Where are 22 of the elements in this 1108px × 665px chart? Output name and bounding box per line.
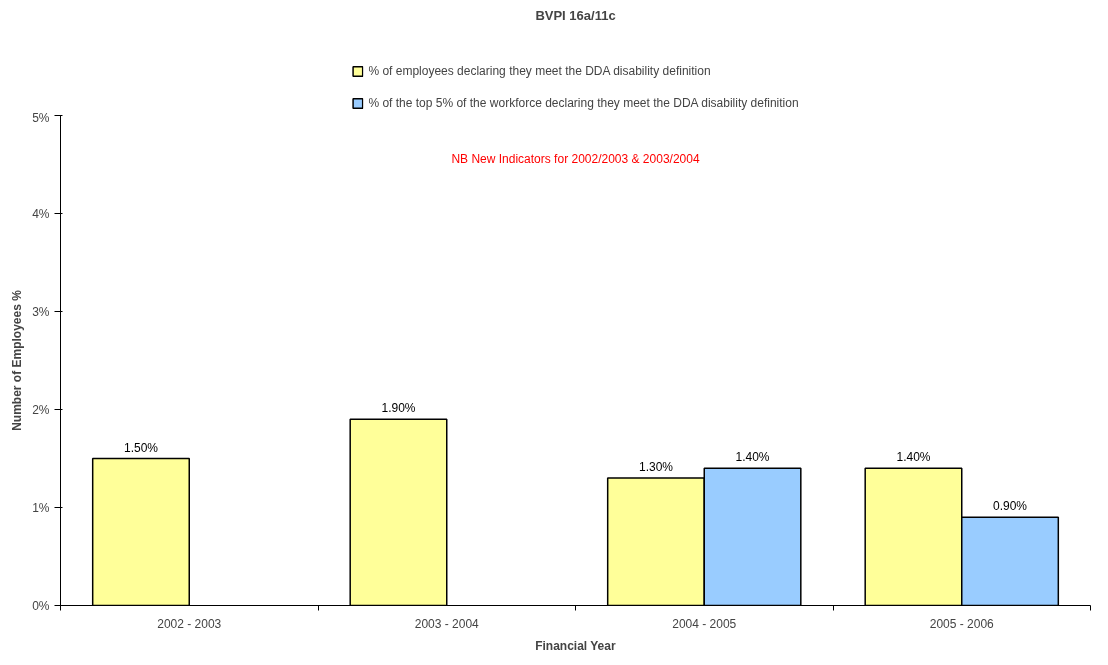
x-tick-label: 2005 - 2006 [929, 616, 995, 631]
data-label: 0.90% [993, 499, 1028, 514]
annotation: NB New Indicators for 2002/2003 & 2003/2004 [451, 151, 700, 166]
chart-title: BVPI 16a/11c [535, 7, 616, 23]
x-tick-label: 2004 - 2005 [672, 616, 737, 631]
y-tick-label: 0% [32, 598, 50, 613]
y-tick-label: 1% [32, 500, 50, 515]
legend-label: % of the top 5% of the workforce declaring they meet the DDA disability definition [368, 96, 799, 110]
data-label: 1.40% [896, 450, 931, 465]
data-label: 1.50% [123, 440, 159, 455]
legend-label: % of employees declaring they meet the DDA disability definition [368, 64, 711, 78]
y-axis-title: Number of Employees % [10, 289, 25, 431]
y-tick-label: 3% [32, 304, 50, 319]
data-label: 1.90% [381, 401, 416, 416]
y-tick-label: 4% [32, 206, 50, 221]
x-axis-title: Financial Year [535, 638, 616, 653]
data-label: 1.30% [638, 460, 674, 475]
x-tick-label: 2002 - 2003 [157, 616, 222, 631]
data-label: 1.40% [735, 450, 770, 465]
x-tick-label: 2003 - 2004 [414, 616, 480, 631]
y-tick-label: 5% [32, 110, 50, 125]
y-tick-label: 2% [32, 402, 50, 417]
